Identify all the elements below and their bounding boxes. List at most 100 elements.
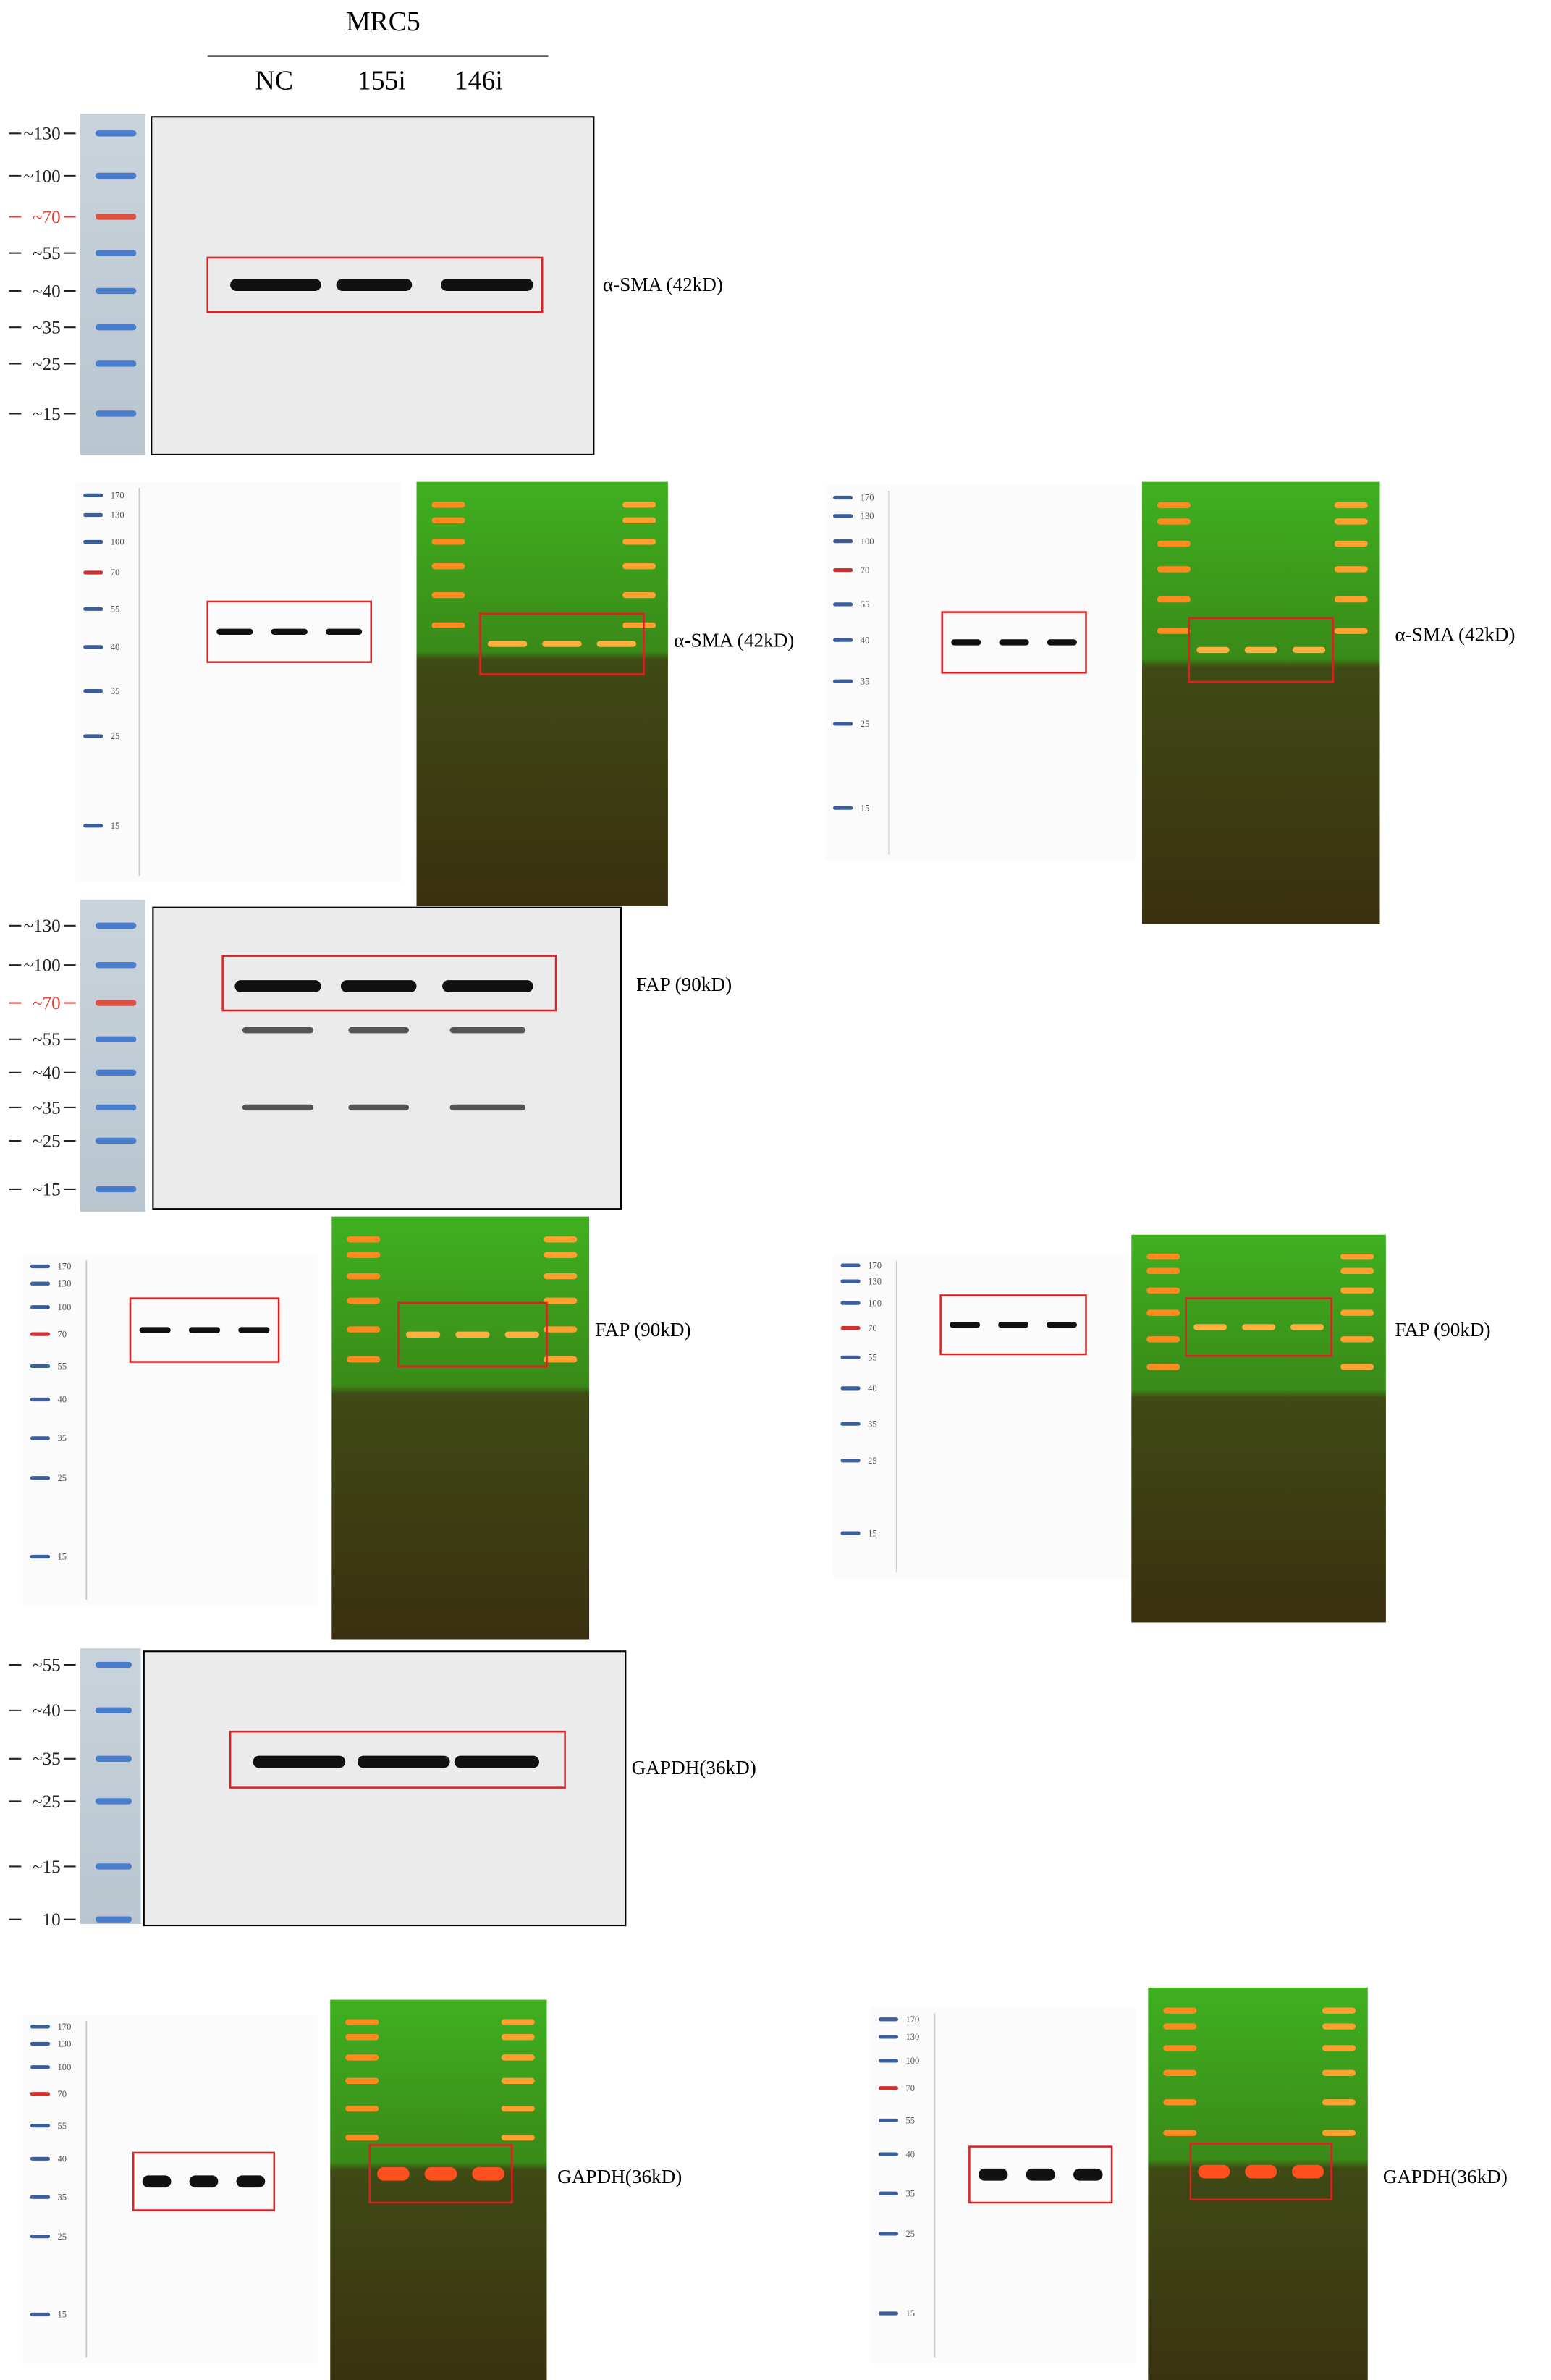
protein-label: α-SMA (42kD) xyxy=(1395,623,1515,645)
ladder-band xyxy=(833,806,853,810)
protein-label: FAP (90kD) xyxy=(595,1319,690,1341)
ladder-band xyxy=(840,1531,861,1535)
lane-label: 146i xyxy=(455,66,503,96)
ladder-number: 40 xyxy=(111,642,120,652)
marker-label: ~25 xyxy=(33,1792,61,1812)
ladder-band xyxy=(1334,502,1368,509)
faint-band xyxy=(449,1104,526,1111)
ladder-number: 35 xyxy=(905,2188,915,2198)
ladder-strip xyxy=(80,900,145,1212)
ladder-band xyxy=(95,1104,137,1111)
highlight-box xyxy=(941,611,1087,674)
ladder-number: 55 xyxy=(111,604,120,615)
ladder-band xyxy=(1157,566,1191,573)
ladder-band xyxy=(30,2065,51,2069)
ladder-number: 55 xyxy=(868,1353,877,1363)
band xyxy=(336,279,413,291)
highlight-box xyxy=(1188,617,1334,683)
ladder-band xyxy=(1146,1364,1180,1370)
ladder-band xyxy=(95,214,137,220)
band xyxy=(1073,2168,1103,2181)
ladder-band xyxy=(345,2034,379,2041)
ladder-band xyxy=(83,493,103,498)
ladder-strip xyxy=(80,114,145,455)
ladder-number: 130 xyxy=(111,510,124,520)
green-scan xyxy=(1141,481,1380,924)
ladder-band xyxy=(83,645,103,649)
ladder-band xyxy=(1322,2045,1356,2051)
highlight-box xyxy=(397,1301,548,1368)
ladder-band xyxy=(622,517,656,524)
ladder-number: 25 xyxy=(58,1473,67,1483)
ladder-band xyxy=(622,539,656,545)
ladder-band xyxy=(840,1459,861,1463)
ladder-band xyxy=(878,2232,899,2236)
ladder-number: 25 xyxy=(868,1456,877,1466)
ladder-band xyxy=(83,512,103,518)
band xyxy=(950,1322,981,1328)
band xyxy=(325,628,363,635)
ladder-band xyxy=(1163,2045,1197,2051)
green-scan xyxy=(1131,1234,1386,1623)
ladder-band xyxy=(95,250,137,256)
marker-label: ~35 xyxy=(33,1750,61,1769)
ladder-band xyxy=(501,2054,535,2061)
ladder-band xyxy=(840,1422,861,1426)
ladder-band xyxy=(833,568,853,573)
ladder-band xyxy=(840,1355,861,1359)
marker-label: ~55 xyxy=(33,1655,61,1675)
ladder-number: 15 xyxy=(861,803,870,813)
ladder-band xyxy=(878,2035,899,2039)
band xyxy=(978,2168,1008,2181)
ladder-band xyxy=(1163,2069,1197,2076)
band xyxy=(1026,2168,1055,2181)
band xyxy=(999,639,1029,646)
ladder-band xyxy=(30,2156,51,2161)
ladder-band xyxy=(83,607,103,611)
ladder-band xyxy=(345,2105,379,2112)
band xyxy=(1245,2164,1277,2179)
ladder-band xyxy=(544,1326,578,1333)
ladder-band xyxy=(833,514,853,518)
ladder-number: 40 xyxy=(58,1395,67,1405)
ladder-band xyxy=(1334,566,1368,573)
ladder-band xyxy=(1340,1253,1374,1260)
ladder-number: 15 xyxy=(868,1528,877,1538)
marker-label: ~25 xyxy=(33,1131,61,1151)
ladder-band xyxy=(431,591,465,599)
band xyxy=(442,980,533,992)
ladder-band xyxy=(30,1305,51,1309)
band xyxy=(340,980,417,992)
ladder-band xyxy=(345,2077,379,2085)
ladder-band xyxy=(95,1000,137,1006)
ladder-band xyxy=(30,2312,51,2317)
band xyxy=(504,1331,540,1338)
ladder-number: 130 xyxy=(905,2032,919,2042)
ladder-band xyxy=(95,1863,132,1870)
ladder-band xyxy=(878,2017,899,2022)
ladder-band xyxy=(83,824,103,828)
ladder-number: 25 xyxy=(58,2232,67,2242)
marker-label: ~25 xyxy=(33,355,61,374)
band xyxy=(440,279,533,291)
ladder-band xyxy=(833,722,853,726)
ladder-band xyxy=(878,2118,899,2123)
ladder-band xyxy=(1340,1287,1374,1294)
highlight-box xyxy=(939,1294,1087,1356)
ladder-band xyxy=(1146,1267,1180,1275)
ladder-band xyxy=(1334,596,1368,603)
raw-blot xyxy=(22,1254,318,1606)
green-scan xyxy=(416,481,668,906)
ladder-band xyxy=(1322,2023,1356,2030)
ladder-band xyxy=(95,1661,132,1668)
protein-label: FAP (90kD) xyxy=(636,974,732,995)
ladder-number: 100 xyxy=(905,2056,919,2066)
band xyxy=(455,1331,490,1338)
faint-band xyxy=(242,1104,314,1111)
ladder-band xyxy=(840,1325,861,1330)
ladder-band xyxy=(1157,540,1191,547)
header-title: MRC5 xyxy=(346,7,420,37)
ladder-band xyxy=(95,962,137,969)
marker-label: ~15 xyxy=(33,1180,61,1199)
